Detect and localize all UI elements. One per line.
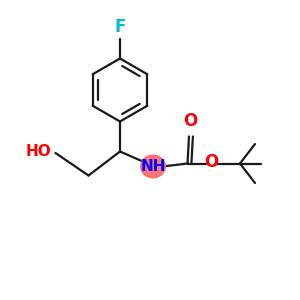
Text: HO: HO bbox=[25, 144, 51, 159]
Text: NH: NH bbox=[140, 159, 166, 174]
Text: F: F bbox=[114, 18, 126, 36]
Text: O: O bbox=[204, 153, 218, 171]
Text: O: O bbox=[183, 112, 197, 130]
Ellipse shape bbox=[141, 155, 165, 178]
